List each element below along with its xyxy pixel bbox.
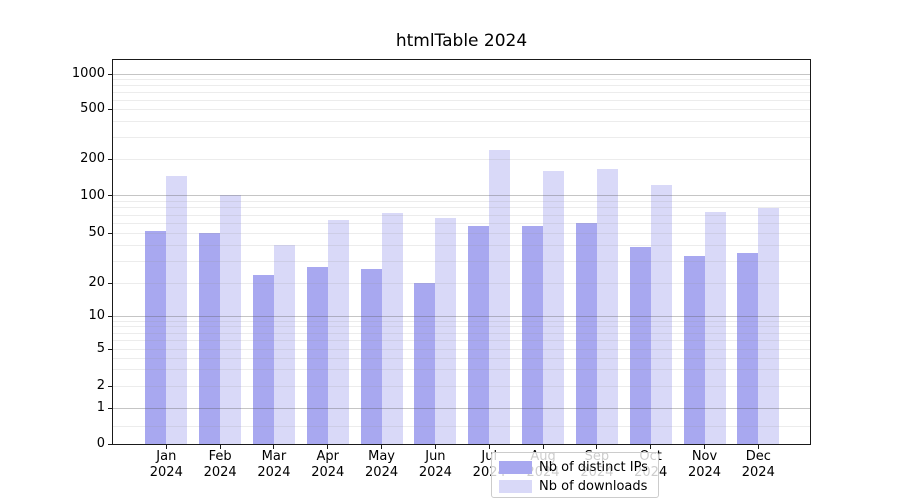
bar-mar-2024-nb-of-distinct-ips xyxy=(252,275,274,444)
x-tick-label: Apr 2024 xyxy=(311,449,345,480)
legend-label: Nb of distinct IPs xyxy=(539,459,648,475)
x-tick xyxy=(704,445,705,449)
y-tick-label: 1000 xyxy=(71,66,105,81)
bar-feb-2024-nb-of-distinct-ips xyxy=(199,233,221,444)
x-tick-label: Nov 2024 xyxy=(687,449,722,480)
y-tick-label: 2 xyxy=(96,378,105,393)
plot-area: Nb of distinct IPs Nb of downloads xyxy=(112,59,811,498)
y-tick-label: 200 xyxy=(80,151,105,166)
bar-jun-2024-nb-of-distinct-ips xyxy=(414,283,436,444)
y-tick-label: 5 xyxy=(96,341,105,357)
bar-dec-2024-nb-of-distinct-ips xyxy=(737,252,759,444)
y-tick xyxy=(108,315,112,317)
x-tick xyxy=(327,445,329,449)
bar-jul-2024-nb-of-distinct-ips xyxy=(468,226,490,444)
y-tick xyxy=(108,385,112,387)
y-tick xyxy=(108,73,112,75)
y-tick xyxy=(108,407,112,409)
x-tick-label: Jun 2024 xyxy=(418,449,452,480)
y-tick-label: 100 xyxy=(80,187,105,203)
y-tick-label: 20 xyxy=(88,275,105,290)
y-tick xyxy=(108,195,112,197)
y-tick-label: 0 xyxy=(96,436,105,451)
y-tick-label: 500 xyxy=(80,101,105,117)
bar-nov-2024-nb-of-distinct-ips xyxy=(683,255,705,444)
x-tick xyxy=(596,445,598,449)
y-tick-label: 1 xyxy=(96,400,105,415)
bar-may-2024-nb-of-downloads xyxy=(381,212,403,444)
x-tick xyxy=(650,445,652,449)
x-tick xyxy=(434,445,436,449)
x-tick-label: May 2024 xyxy=(365,449,399,480)
x-tick xyxy=(757,445,759,449)
legend-swatch-icon xyxy=(499,479,532,493)
bar-apr-2024-nb-of-downloads xyxy=(327,219,349,444)
bars-layer xyxy=(113,60,810,444)
y-tick xyxy=(108,158,112,160)
y-tick-label: 50 xyxy=(88,225,105,241)
legend-item: Nb of downloads xyxy=(499,477,658,495)
y-tick xyxy=(108,348,112,350)
bar-apr-2024-nb-of-distinct-ips xyxy=(306,266,328,444)
bar-dec-2024-nb-of-downloads xyxy=(758,207,780,444)
bar-oct-2024-nb-of-downloads xyxy=(650,185,672,444)
x-tick-label: Feb 2024 xyxy=(203,449,237,480)
bar-sep-2024-nb-of-downloads xyxy=(596,168,618,444)
x-tick-label: Mar 2024 xyxy=(257,449,291,480)
x-tick xyxy=(381,445,383,449)
chart-title: htmlTable 2024 xyxy=(395,31,528,51)
bar-jan-2024-nb-of-distinct-ips xyxy=(145,231,167,444)
bar-aug-2024-nb-of-distinct-ips xyxy=(522,226,544,444)
x-tick-label: Dec 2024 xyxy=(741,449,775,480)
legend-label: Nb of downloads xyxy=(539,478,648,494)
x-tick xyxy=(488,445,490,449)
bar-feb-2024-nb-of-downloads xyxy=(220,194,242,444)
legend-swatch-icon xyxy=(499,460,532,474)
x-tick-label: Jan 2024 xyxy=(149,449,183,480)
bar-jun-2024-nb-of-downloads xyxy=(435,218,457,444)
x-tick xyxy=(219,445,221,449)
bar-mar-2024-nb-of-downloads xyxy=(273,245,295,444)
x-tick xyxy=(165,445,167,449)
x-tick xyxy=(542,445,544,449)
y-tick xyxy=(108,232,112,234)
legend-item: Nb of distinct IPs xyxy=(499,458,658,476)
bar-aug-2024-nb-of-downloads xyxy=(543,171,565,444)
bar-jan-2024-nb-of-downloads xyxy=(166,176,188,444)
legend: Nb of distinct IPs Nb of downloads xyxy=(491,452,659,498)
y-tick xyxy=(108,443,112,445)
y-tick-label: 10 xyxy=(88,308,105,323)
y-tick xyxy=(108,282,112,284)
bar-nov-2024-nb-of-downloads xyxy=(704,212,726,444)
bar-jul-2024-nb-of-downloads xyxy=(489,150,511,444)
x-tick xyxy=(273,445,275,449)
bar-oct-2024-nb-of-distinct-ips xyxy=(629,246,651,444)
bar-sep-2024-nb-of-distinct-ips xyxy=(575,222,597,444)
bar-may-2024-nb-of-distinct-ips xyxy=(360,268,382,444)
y-tick xyxy=(108,108,112,110)
